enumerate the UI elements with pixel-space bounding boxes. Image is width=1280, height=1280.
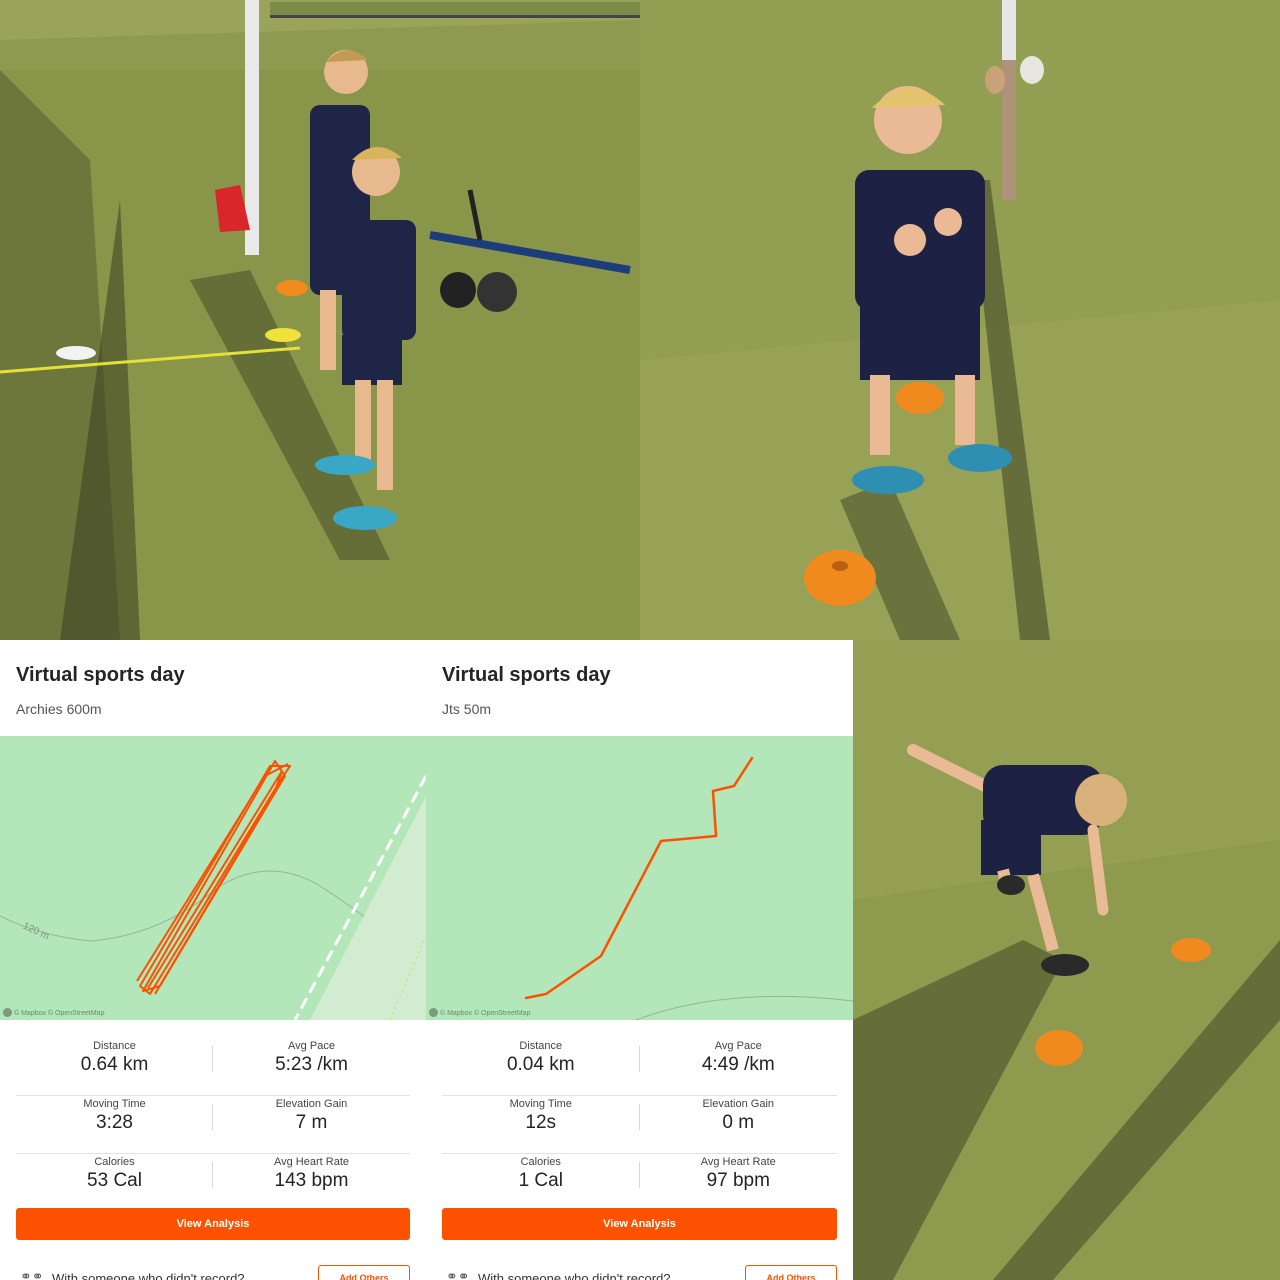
with-someone-text: With someone who didn't record? — [52, 1271, 245, 1280]
stats-row: Distance 0.64 km Avg Pace 5:23 /km — [16, 1038, 410, 1096]
stat-value: 97 bpm — [706, 1170, 770, 1191]
with-someone-row: ⚭⚭ With someone who didn't record? Add O… — [16, 1260, 410, 1280]
stats-row: Distance 0.04 km Avg Pace 4:49 /km — [442, 1038, 837, 1096]
stat-moving-time: Moving Time 3:28 — [16, 1096, 213, 1154]
stats-row: Moving Time 12s Elevation Gain 0 m — [442, 1096, 837, 1154]
route-map[interactable]: © Mapbox © OpenStreetMap — [426, 736, 853, 1020]
stat-value: 0.04 km — [506, 1054, 575, 1075]
stat-label: Moving Time — [83, 1098, 146, 1110]
stat-label: Avg Pace — [288, 1040, 335, 1052]
map-credit[interactable]: © Mapbox © OpenStreetMap — [440, 1010, 531, 1017]
photo-boy-flexing — [640, 0, 1280, 640]
stat-value: 4:49 /km — [701, 1054, 775, 1075]
stats-row: Calories 53 Cal Avg Heart Rate 143 bpm — [16, 1154, 410, 1212]
stat-value: 53 Cal — [87, 1170, 142, 1191]
stat-elevation-gain: Elevation Gain 7 m — [213, 1096, 410, 1154]
stat-label: Avg Heart Rate — [700, 1156, 776, 1168]
stat-label: Avg Heart Rate — [273, 1156, 349, 1168]
activity-title[interactable]: Virtual sports day — [16, 664, 185, 686]
stat-avg-heart-rate: Avg Heart Rate 97 bpm — [640, 1154, 838, 1212]
stat-distance: Distance 0.64 km — [16, 1038, 213, 1096]
mapbox-logo-icon — [429, 1008, 438, 1017]
activity-title[interactable]: Virtual sports day — [442, 664, 611, 686]
stat-moving-time: Moving Time 12s — [442, 1096, 640, 1154]
activity-card-2: Virtual sports day Jts 50m © Mapbox © Op… — [426, 640, 853, 1280]
stat-label: Avg Pace — [714, 1040, 762, 1052]
stat-label: Calories — [94, 1156, 135, 1168]
route-map[interactable]: 120 m © Mapbox © OpenStreetMap — [0, 736, 426, 1020]
stats-grid: Distance 0.04 km Avg Pace 4:49 /km Movin… — [442, 1038, 837, 1212]
stat-avg-pace: Avg Pace 5:23 /km — [213, 1038, 410, 1096]
stat-label: Distance — [519, 1040, 563, 1052]
stat-label: Calories — [520, 1156, 561, 1168]
stat-value: 7 m — [295, 1112, 328, 1133]
add-others-button[interactable]: Add Others — [745, 1265, 837, 1280]
add-others-button[interactable]: Add Others — [318, 1265, 410, 1280]
activity-subtitle: Archies 600m — [16, 701, 102, 717]
stat-value: 143 bpm — [274, 1170, 349, 1191]
with-someone-row: ⚭⚭ With someone who didn't record? Add O… — [442, 1260, 837, 1280]
stat-avg-pace: Avg Pace 4:49 /km — [640, 1038, 838, 1096]
stat-calories: Calories 53 Cal — [16, 1154, 213, 1212]
stat-value: 12s — [525, 1112, 557, 1133]
stat-avg-heart-rate: Avg Heart Rate 143 bpm — [213, 1154, 410, 1212]
view-analysis-button[interactable]: View Analysis — [442, 1208, 837, 1240]
stats-row: Moving Time 3:28 Elevation Gain 7 m — [16, 1096, 410, 1154]
photo-boy-bending — [853, 640, 1280, 1280]
stat-value: 5:23 /km — [275, 1054, 348, 1075]
with-someone-text: With someone who didn't record? — [478, 1271, 671, 1280]
stats-row: Calories 1 Cal Avg Heart Rate 97 bpm — [442, 1154, 837, 1212]
photo-two-boys — [0, 0, 640, 640]
stat-distance: Distance 0.04 km — [442, 1038, 640, 1096]
people-icon: ⚭⚭ — [446, 1268, 470, 1280]
stats-grid: Distance 0.64 km Avg Pace 5:23 /km Movin… — [16, 1038, 410, 1212]
activity-card-1: Virtual sports day Archies 600m 120 m © … — [0, 640, 426, 1280]
map-credit[interactable]: © Mapbox © OpenStreetMap — [14, 1010, 105, 1017]
people-icon: ⚭⚭ — [20, 1268, 44, 1280]
activity-subtitle: Jts 50m — [442, 701, 492, 717]
stat-label: Elevation Gain — [702, 1098, 775, 1110]
stat-value: 0 m — [722, 1112, 755, 1133]
stat-calories: Calories 1 Cal — [442, 1154, 640, 1212]
stat-elevation-gain: Elevation Gain 0 m — [640, 1096, 838, 1154]
stat-label: Elevation Gain — [275, 1098, 348, 1110]
stat-label: Distance — [93, 1040, 136, 1052]
stat-value: 3:28 — [96, 1112, 133, 1133]
mapbox-logo-icon — [3, 1008, 12, 1017]
stat-label: Moving Time — [509, 1098, 572, 1110]
stat-value: 1 Cal — [518, 1170, 563, 1191]
stat-value: 0.64 km — [80, 1054, 149, 1075]
view-analysis-button[interactable]: View Analysis — [16, 1208, 410, 1240]
